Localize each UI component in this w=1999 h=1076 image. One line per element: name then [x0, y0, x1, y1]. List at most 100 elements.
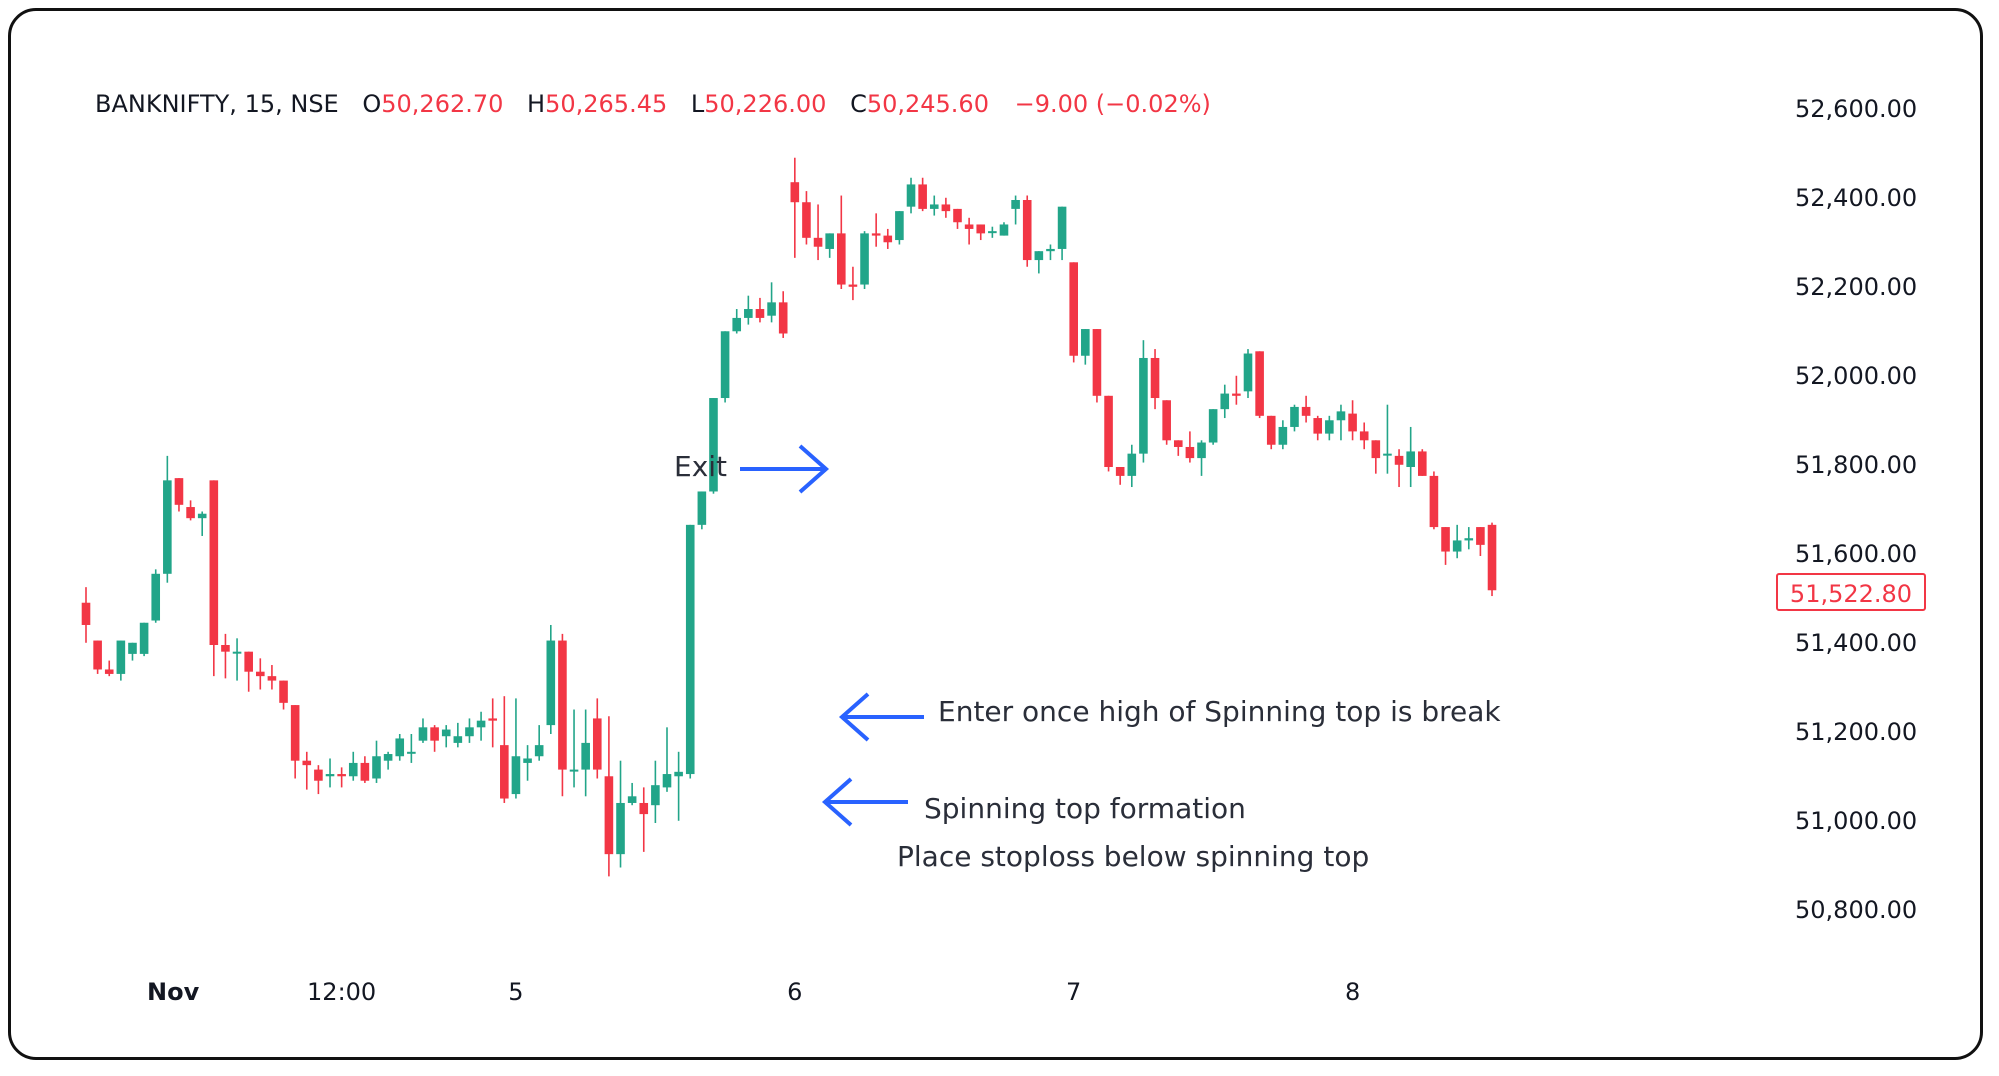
candle-body	[860, 233, 869, 285]
candle	[81, 587, 91, 643]
formation-arrow-icon	[821, 777, 908, 827]
candle-body	[360, 762, 370, 781]
candle	[453, 722, 463, 748]
candle-body	[1301, 406, 1311, 416]
candle	[604, 716, 614, 877]
change-value: −9.00 (−0.02%)	[1014, 90, 1211, 118]
candle-body	[1011, 200, 1020, 209]
candle	[906, 177, 916, 214]
open-key: O	[362, 90, 382, 118]
candle-body	[1243, 353, 1253, 392]
candle-body	[1139, 357, 1148, 454]
candle	[1371, 440, 1381, 474]
candle-body	[1185, 446, 1195, 459]
candle	[1220, 384, 1230, 419]
candle-body	[929, 204, 939, 209]
y-tick-label: 51,600.00	[1795, 540, 1918, 568]
chart-frame	[8, 8, 1983, 1060]
candle	[500, 696, 509, 803]
candle	[314, 765, 323, 795]
candle-body	[93, 640, 102, 670]
candle-body	[837, 233, 846, 285]
candle	[116, 640, 126, 681]
candle	[104, 660, 114, 677]
candle-body	[348, 762, 358, 777]
y-tick-label: 51,400.00	[1795, 629, 1918, 657]
y-tick-label: 50,800.00	[1795, 896, 1918, 924]
candle	[290, 705, 300, 779]
candle-body	[1069, 262, 1078, 356]
candle	[755, 297, 765, 323]
candle	[128, 642, 137, 661]
candle	[523, 745, 532, 781]
candle	[465, 718, 474, 743]
candle	[511, 698, 521, 799]
candle-body	[592, 718, 602, 770]
candle	[209, 480, 219, 677]
candle	[1069, 262, 1078, 363]
candle	[1394, 449, 1404, 488]
candle-body	[186, 507, 195, 519]
candle-body	[569, 769, 579, 772]
candle	[953, 208, 962, 229]
candle-body	[139, 622, 149, 654]
candle	[395, 734, 405, 761]
candle-body	[1418, 451, 1427, 476]
candle-body	[1406, 451, 1415, 467]
candle	[534, 725, 544, 761]
candle	[1057, 206, 1067, 261]
candle-body	[523, 758, 532, 763]
y-tick-label: 52,200.00	[1795, 273, 1918, 301]
candle	[418, 718, 428, 743]
ohlc-legend: BANKNIFTY, 15, NSE O50,262.70 H50,265.45…	[95, 90, 1211, 118]
candle	[1266, 415, 1276, 450]
candle	[767, 282, 776, 323]
candle	[976, 224, 986, 241]
candle-body	[848, 284, 858, 287]
candle	[999, 222, 1009, 236]
candle-body	[488, 718, 497, 721]
candle	[697, 491, 707, 530]
candle	[1348, 400, 1357, 441]
candle	[302, 751, 312, 790]
candle-body	[558, 640, 567, 770]
annotation-arrows	[740, 444, 924, 827]
y-tick-label: 52,400.00	[1795, 184, 1918, 212]
candle	[360, 756, 370, 783]
candle-body	[81, 602, 91, 625]
candle-body	[744, 309, 753, 318]
candle	[1464, 527, 1474, 550]
candle	[1208, 409, 1218, 445]
candle-body	[453, 736, 463, 743]
candle	[685, 524, 695, 779]
exit-arrow-icon	[740, 444, 830, 494]
candle	[1383, 404, 1392, 474]
candle-body	[128, 642, 137, 654]
candle	[813, 204, 823, 261]
candle	[860, 231, 869, 289]
candle-body	[604, 776, 614, 855]
candle-body	[1325, 420, 1334, 434]
candle	[581, 709, 590, 797]
candle	[825, 233, 834, 258]
candle	[778, 291, 788, 338]
candle	[569, 709, 579, 788]
candle	[918, 177, 927, 212]
candle	[1325, 415, 1334, 441]
x-tick-label: 6	[787, 978, 803, 1006]
candle-body	[662, 774, 672, 788]
candle-body	[441, 729, 451, 737]
candle-body	[732, 317, 742, 332]
candle-body	[813, 237, 823, 247]
candle	[883, 228, 893, 249]
candle	[1150, 349, 1160, 410]
candle-body	[999, 224, 1009, 236]
y-tick-label: 52,000.00	[1795, 362, 1918, 390]
candle	[1046, 244, 1055, 261]
candle	[871, 213, 881, 247]
candle-body	[1359, 431, 1369, 441]
candle-body	[941, 204, 951, 212]
candle	[267, 665, 277, 690]
candle-body	[1081, 329, 1090, 356]
